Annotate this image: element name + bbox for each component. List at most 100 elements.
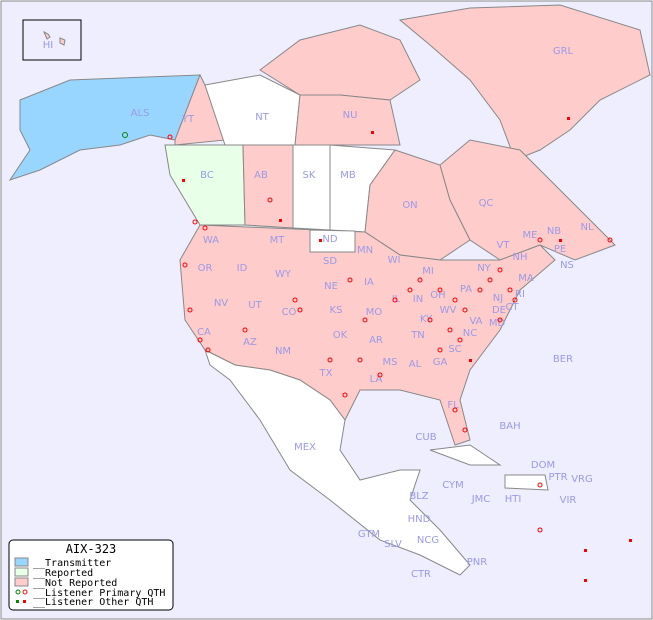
region-label-ns: NS (560, 260, 574, 271)
region-nd (309, 229, 356, 253)
listener-primary-marker (477, 287, 483, 293)
region-label-ar: AR (369, 335, 383, 346)
region-label-vt: VT (497, 240, 511, 251)
region-label-nv: NV (214, 298, 228, 309)
listener-primary-marker (362, 317, 368, 323)
region-label-ri: RI (515, 289, 525, 300)
region-hi (43, 30, 66, 46)
legend-label-other-qth: __Listener Other QTH (33, 597, 153, 608)
region-grl (398, 4, 651, 161)
region-label-nh: NH (513, 252, 528, 263)
region-label-ks: KS (330, 305, 343, 316)
region-label-grl: GRL (553, 46, 574, 57)
listener-primary-marker (457, 337, 463, 343)
region-hispaniola (504, 474, 549, 491)
region-label-ma: MA (518, 273, 534, 284)
listener-primary-marker (187, 307, 193, 313)
region-label-id: ID (237, 263, 248, 274)
transmitter-marker (122, 132, 128, 138)
listener-primary-marker (407, 287, 413, 293)
region-label-ut: UT (248, 300, 262, 311)
listener-primary-marker (497, 267, 503, 273)
listener-primary-marker (392, 297, 398, 303)
region-label-ia: IA (364, 277, 374, 288)
region-label-ky: KY (420, 314, 433, 325)
listener-other-marker (279, 219, 282, 222)
region-cub (429, 444, 502, 466)
listener-primary-marker (607, 237, 613, 243)
region-label-sd: SD (323, 256, 337, 267)
region-label-bc: BC (200, 170, 214, 181)
listener-primary-marker (497, 317, 503, 323)
listener-primary-marker (487, 277, 493, 283)
region-sk (292, 144, 331, 231)
region-label-pa: PA (460, 284, 472, 295)
region-label-cym: CYM (442, 480, 464, 491)
legend-primary-icon (22, 589, 28, 595)
region-label-fl: FL (447, 400, 459, 411)
hawaii-inset (22, 19, 82, 61)
region-labels: HI ALS YT NT NU GRL BC AB SK MB ON QC NL NS NB PE WA OR CA… (43, 40, 594, 580)
legend-primary-tx-icon (15, 589, 21, 595)
region-label-mb: MB (340, 170, 356, 181)
legend-label-primary-qth: __Listener Primary QTH (33, 588, 165, 599)
listener-primary-marker (462, 427, 468, 433)
listener-other-marker (182, 179, 185, 182)
region-label-nc: NC (463, 328, 477, 339)
legend-title: AIX-323 (66, 542, 117, 556)
region-label-slv: SLV (384, 539, 402, 550)
region-label-tx: TX (319, 368, 333, 379)
listener-primary-marker (182, 262, 188, 268)
region-label-ms: MS (383, 357, 398, 368)
region-label-nm: NM (275, 346, 291, 357)
listener-other-marker (469, 359, 472, 362)
region-yt (174, 73, 226, 146)
listener-primary-marker (512, 297, 518, 303)
region-label-bah: BAH (499, 421, 520, 432)
listener-primary-marker (537, 237, 543, 243)
region-label-als: ALS (131, 108, 150, 119)
region-label-wa: WA (203, 235, 219, 246)
region-label-ncg: NCG (417, 535, 439, 546)
region-label-il: IL (392, 294, 401, 305)
region-als (8, 74, 201, 181)
listener-primary-marker (437, 347, 443, 353)
region-label-nl: NL (580, 222, 593, 233)
region-mex (204, 349, 471, 576)
region-label-pnr: PNR (467, 557, 488, 568)
legend-other-icon (23, 600, 26, 603)
region-label-wv: WV (440, 305, 457, 316)
region-label-ct: CT (505, 302, 519, 313)
listener-other-marker (584, 549, 587, 552)
region-label-mt: MT (270, 235, 286, 246)
region-label-sc: SC (448, 344, 461, 355)
listener-primary-marker (167, 134, 173, 140)
region-label-hnd: HND (408, 514, 431, 525)
region-label-tn: TN (410, 330, 425, 341)
listener-primary-marker (192, 219, 198, 225)
region-label-mex: MEX (294, 442, 316, 453)
region-label-wy: WY (275, 269, 292, 280)
region-label-md: MD (489, 318, 506, 329)
legend-swatch-transmitter (14, 557, 29, 567)
region-label-ptr: PTR (548, 472, 567, 483)
region-label-mo: MO (366, 307, 383, 318)
listener-primary-marker (427, 317, 433, 323)
legend-label-transmitter: __Transmitter (33, 558, 111, 569)
region-label-me: ME (523, 230, 538, 241)
listener-primary-marker (242, 327, 248, 333)
region-label-ca: CA (197, 327, 211, 338)
region-label-blz: BLZ (409, 491, 428, 502)
region-label-nj: NJ (493, 293, 503, 304)
region-label-vir: VIR (560, 495, 577, 506)
legend-label-not-reported: __Not Reported (33, 578, 117, 589)
listener-primary-marker (357, 357, 363, 363)
region-label-nd: ND (322, 234, 337, 245)
region-label-co: CO (282, 307, 297, 318)
region-label-de: DE (492, 305, 506, 316)
region-label-or: OR (198, 263, 213, 274)
region-label-on: ON (402, 200, 417, 211)
region-label-hi: HI (43, 40, 53, 51)
region-qc (439, 139, 616, 261)
region-label-ne: NE (324, 281, 338, 292)
